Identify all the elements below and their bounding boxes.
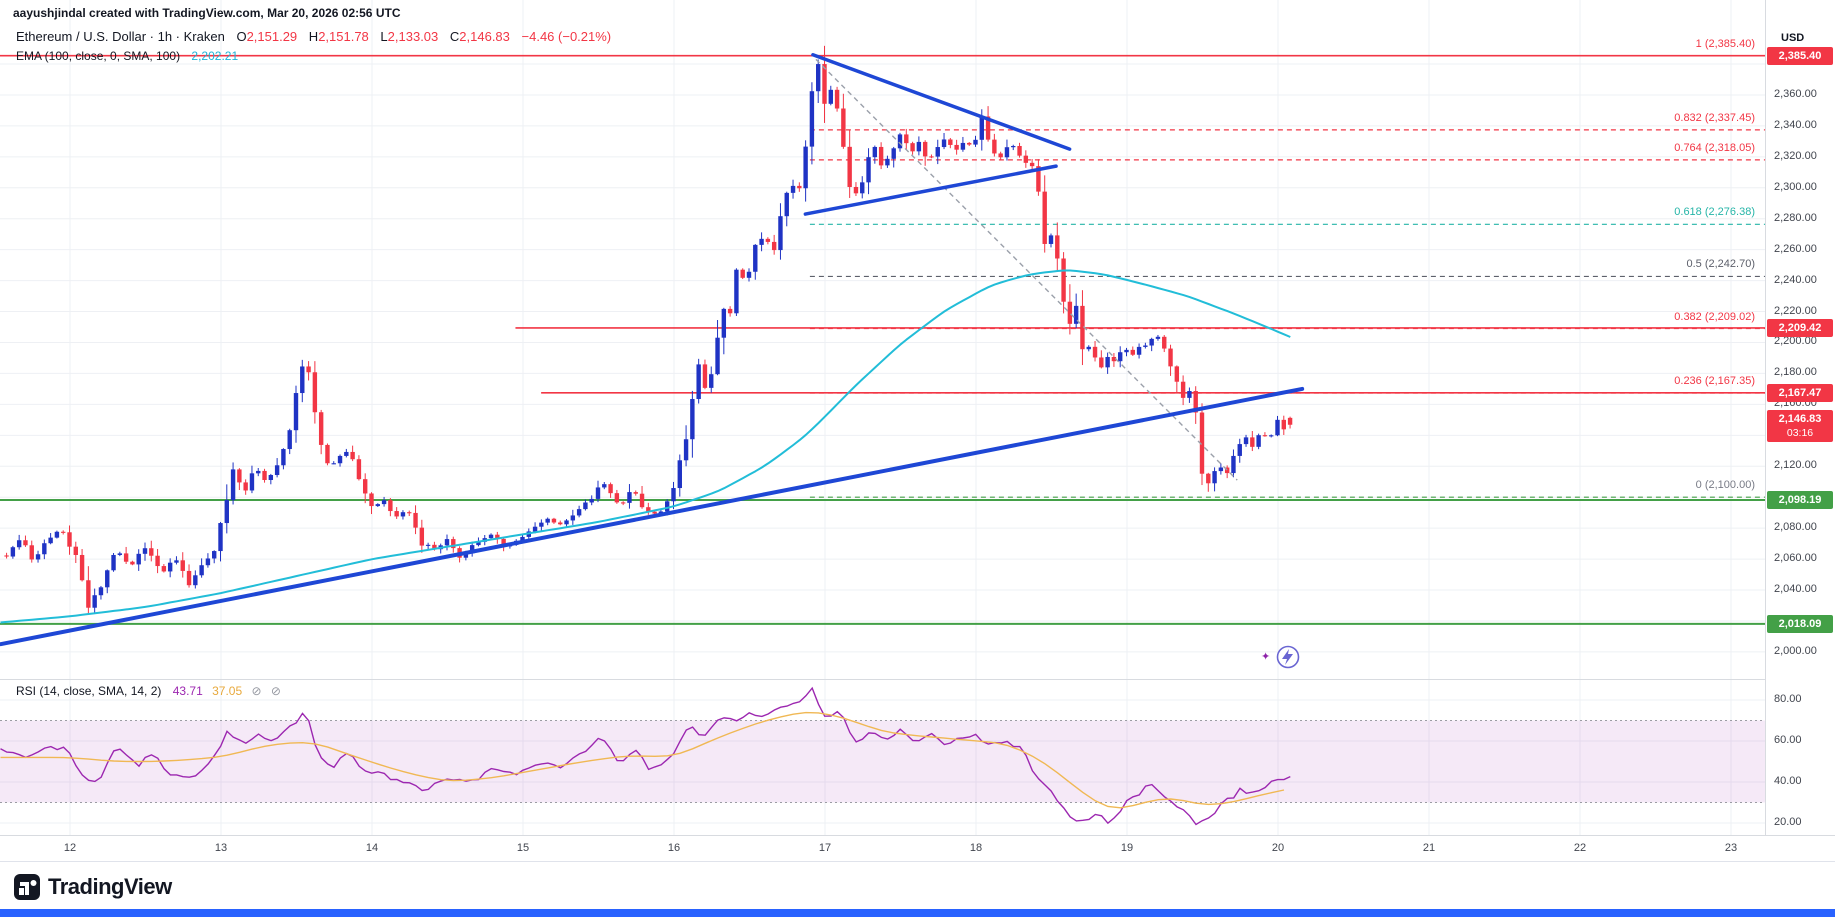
symbol-legend: Ethereum / U.S. Dollar · 1h · Kraken O2,… bbox=[16, 29, 611, 44]
hide-indicator-icon[interactable]: ⊘ bbox=[270, 684, 281, 698]
price-axis-label: 2,000.00 bbox=[1774, 644, 1817, 657]
ema-legend: EMA (100, close, 0, SMA, 100) 2,202.21 bbox=[16, 49, 238, 63]
tradingview-logo-text: TradingView bbox=[48, 874, 172, 899]
price-tag: 2,146.83 03:16 bbox=[1767, 409, 1833, 442]
rsi-axis-label: 60.00 bbox=[1774, 734, 1802, 746]
time-axis-label: 19 bbox=[1120, 842, 1134, 854]
price-axis-label: 2,260.00 bbox=[1774, 242, 1817, 255]
tradingview-logo-icon bbox=[14, 874, 40, 900]
time-axis-label: 15 bbox=[516, 842, 530, 854]
ohlc-close-label: C bbox=[449, 29, 460, 44]
time-axis[interactable]: 12 13 14 15 16 17 18 19 20 21 22 23 bbox=[0, 835, 1835, 862]
ohlc-open-value: 2,151.29 bbox=[246, 29, 298, 44]
price-tag: 2,209.42 bbox=[1767, 318, 1833, 337]
time-axis-label: 22 bbox=[1573, 842, 1587, 854]
horizontal-lines bbox=[0, 54, 1765, 625]
rsi-axis-label: 20.00 bbox=[1774, 816, 1802, 828]
ohlc-open-label: O bbox=[236, 29, 247, 44]
price-axis-label: 2,280.00 bbox=[1774, 211, 1817, 224]
time-axis-label: 14 bbox=[365, 842, 379, 854]
price-axis-label: 2,200.00 bbox=[1774, 335, 1817, 348]
rsi-label[interactable]: RSI (14, close, SMA, 14, 2) bbox=[16, 684, 162, 698]
time-axis-label: 18 bbox=[969, 842, 983, 854]
ema-value: 2,202.21 bbox=[191, 49, 239, 63]
price-axis-label: 2,340.00 bbox=[1774, 118, 1817, 131]
rsi-axis-label: 40.00 bbox=[1774, 775, 1802, 787]
time-axis-label: 20 bbox=[1271, 842, 1285, 854]
hide-indicator-icon[interactable]: ⊘ bbox=[251, 684, 262, 698]
rsi-sma-value: 37.05 bbox=[212, 684, 243, 698]
rsi-value: 43.71 bbox=[172, 684, 203, 698]
price-tag: 2,385.40 bbox=[1767, 46, 1833, 65]
price-axis-label: 2,300.00 bbox=[1774, 180, 1817, 193]
rsi-band bbox=[0, 720, 1765, 803]
ohlc-close-value: 2,146.83 bbox=[459, 29, 510, 44]
price-axis-label: 2,180.00 bbox=[1774, 366, 1817, 379]
trend-guide-line bbox=[815, 58, 1238, 481]
lightning-bolt bbox=[1282, 649, 1293, 665]
price-axis-label: 2,080.00 bbox=[1774, 521, 1817, 534]
time-axis-label: 12 bbox=[63, 842, 77, 854]
ohlc-high-label: H bbox=[308, 29, 319, 44]
price-axis-currency[interactable]: USD bbox=[1781, 32, 1805, 44]
symbol-title[interactable]: Ethereum / U.S. Dollar · 1h · Kraken bbox=[16, 29, 225, 44]
price-tag: 2,098.19 bbox=[1767, 490, 1833, 509]
ohlc-high-value: 2,151.78 bbox=[318, 29, 369, 44]
bottom-bar bbox=[0, 909, 1835, 917]
rsi-lines bbox=[0, 686, 1291, 826]
time-axis-label: 16 bbox=[667, 842, 681, 854]
price-tag: 2,018.09 bbox=[1767, 614, 1833, 633]
price-axis-label: 2,360.00 bbox=[1774, 87, 1817, 100]
candlestick-series[interactable] bbox=[4, 45, 1293, 615]
price-axis-label: 2,060.00 bbox=[1774, 552, 1817, 565]
ema-line bbox=[0, 269, 1291, 624]
trendlines[interactable] bbox=[0, 53, 1305, 647]
price-axis-label: 2,320.00 bbox=[1774, 149, 1817, 162]
price-axis[interactable]: 2,360.00 2,340.00 2,320.00 2,300.00 2,280.00… bbox=[1765, 0, 1835, 860]
price-change: −4.46 (−0.21%) bbox=[521, 29, 612, 44]
price-tag: 2,167.47 bbox=[1767, 383, 1833, 402]
boost-lightning-icon[interactable] bbox=[1274, 643, 1302, 671]
ema-label[interactable]: EMA (100, close, 0, SMA, 100) bbox=[16, 49, 181, 63]
time-axis-label: 17 bbox=[818, 842, 832, 854]
rsi-axis-label: 80.00 bbox=[1774, 693, 1802, 705]
rsi-legend: RSI (14, close, SMA, 14, 2) 43.71 37.05 … bbox=[16, 684, 281, 698]
sparkle-icon: ✦ bbox=[1261, 651, 1271, 663]
time-axis-label: 13 bbox=[214, 842, 228, 854]
pane-separator[interactable] bbox=[0, 679, 1835, 680]
price-axis-label: 2,040.00 bbox=[1774, 583, 1817, 595]
tradingview-logo[interactable]: TradingView bbox=[14, 874, 172, 900]
ohlc-low-value: 2,133.03 bbox=[387, 29, 439, 44]
price-axis-label: 2,240.00 bbox=[1774, 273, 1817, 286]
price-axis-label: 2,220.00 bbox=[1774, 304, 1817, 317]
ohlc-low-label: L bbox=[380, 29, 388, 44]
time-axis-label: 21 bbox=[1422, 842, 1436, 854]
time-axis-label: 23 bbox=[1724, 842, 1738, 854]
price-axis-label: 2,120.00 bbox=[1774, 459, 1817, 472]
watermark: aayushjindal created with TradingView.co… bbox=[13, 6, 401, 20]
